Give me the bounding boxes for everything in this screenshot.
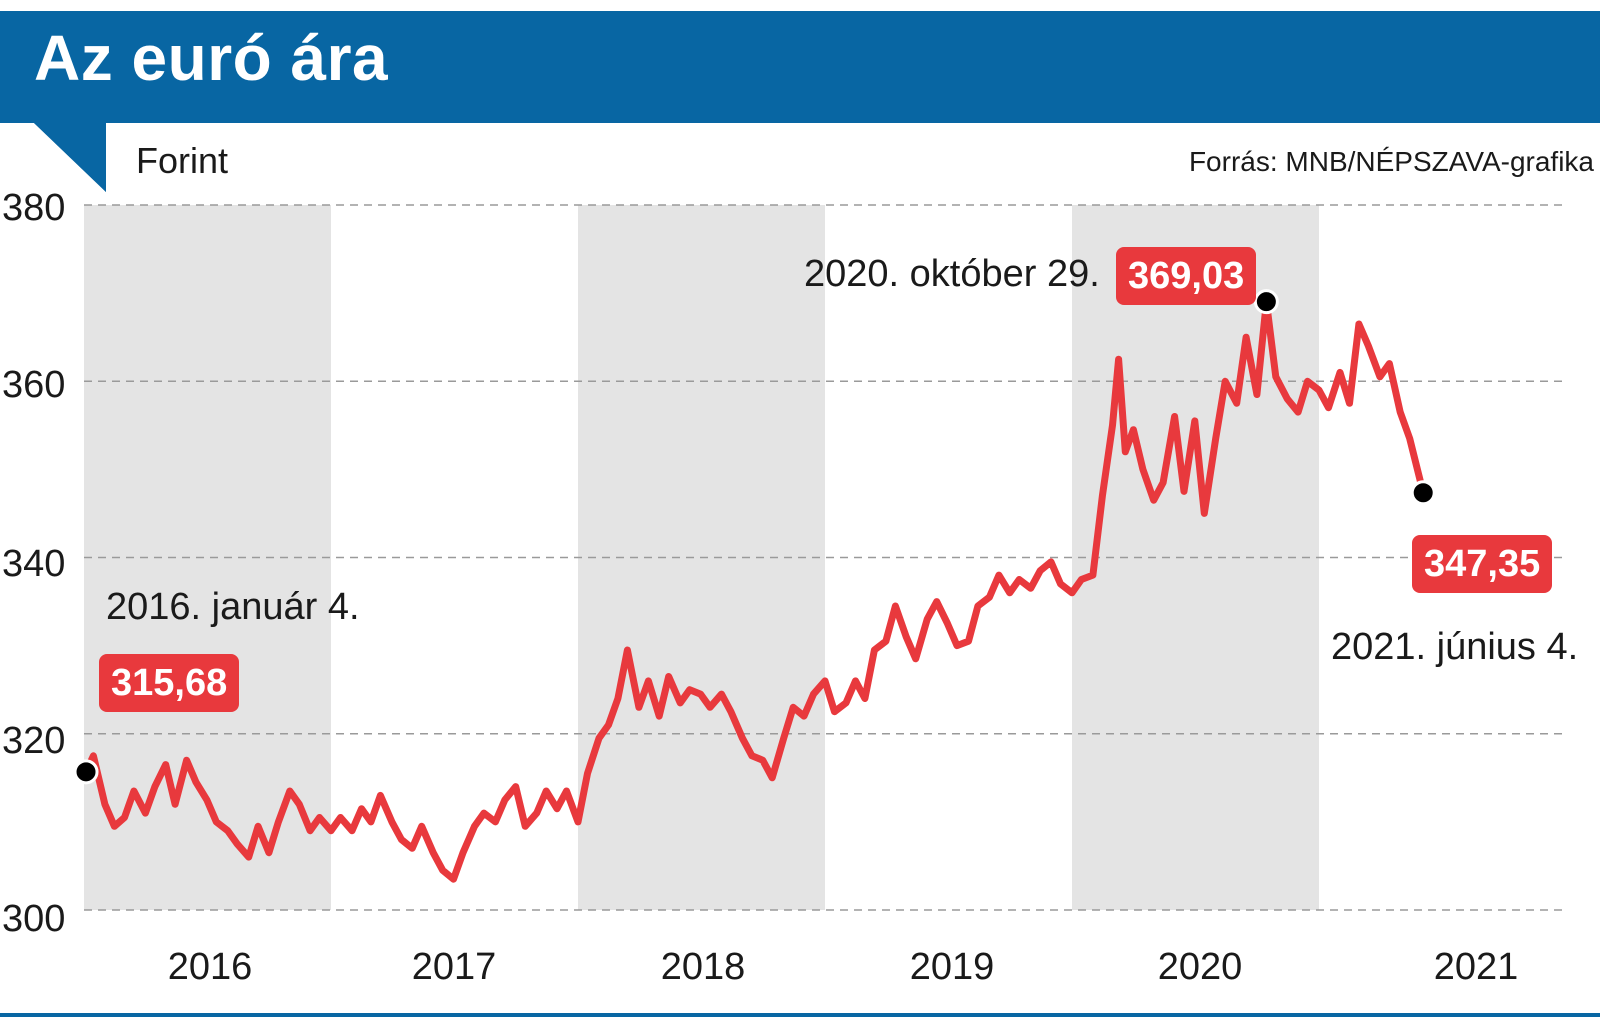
x-tick-label: 2016: [167, 946, 253, 988]
unit-label: Forint: [136, 140, 229, 181]
peak-value-badge: 369,03: [1116, 247, 1257, 305]
start-value-badge: 315,68: [99, 654, 240, 712]
y-tick-label: 360: [2, 364, 66, 406]
header-bar: [0, 11, 1600, 123]
bottom-rule: [0, 1013, 1600, 1017]
end-date-label: 2021. június 4.: [1331, 626, 1579, 668]
peak-marker: [1253, 289, 1279, 315]
y-tick-label: 380: [2, 187, 66, 229]
end-marker: [1410, 480, 1436, 506]
y-tick-label: 340: [2, 543, 66, 585]
x-tick-label: 2020: [1157, 946, 1243, 988]
end-value-badge: 347,35: [1412, 535, 1553, 593]
peak-date-label: 2020. október 29.: [804, 253, 1100, 295]
start-date-label: 2016. január 4.: [106, 586, 360, 628]
y-tick-label: 320: [2, 720, 66, 762]
x-tick-label: 2021: [1433, 946, 1519, 988]
y-tick-label: 300: [2, 898, 66, 940]
x-tick-label: 2019: [909, 946, 995, 988]
series-line: [82, 298, 1427, 883]
x-tick-label: 2017: [411, 946, 497, 988]
chart-title: Az euró ára: [34, 22, 389, 94]
x-tick-label: 2018: [660, 946, 746, 988]
source-label: Forrás: MNB/NÉPSZAVA-grafika: [1188, 146, 1594, 177]
start-marker: [73, 759, 99, 785]
